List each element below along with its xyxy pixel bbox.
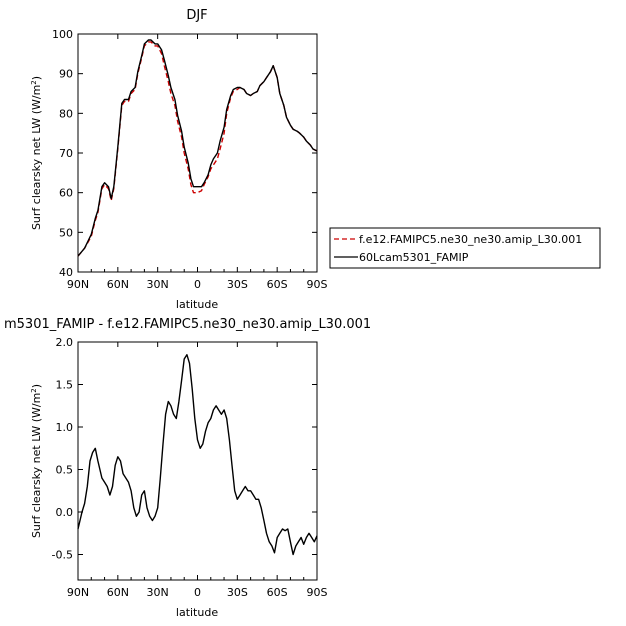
bottom-series-group: [77, 354, 318, 556]
bottom-chart-title: m5301_FAMIP - f.e12.FAMIPC5.ne30_ne30.am…: [4, 317, 371, 332]
x-tick-label: 90S: [307, 278, 328, 291]
y-tick-label: 100: [52, 28, 73, 41]
top-ticks-group: 90N 60N 30N 0 30S 60S 90S 40 50 60 70 80 90 100: [52, 28, 328, 291]
x-tick-label: 60N: [107, 278, 129, 291]
y-tick-label: 1.0: [56, 421, 74, 434]
y-tick-label: 40: [59, 266, 73, 279]
y-tick-label: 0.5: [56, 464, 74, 477]
y-tick-label: -0.5: [52, 549, 73, 562]
series-line-1: [77, 354, 318, 556]
y-tick-label: 90: [59, 68, 73, 81]
bottom-panel: m5301_FAMIP - f.e12.FAMIPC5.ne30_ne30.am…: [4, 317, 371, 619]
y-tick-label: 50: [59, 226, 73, 239]
x-tick-label: 30S: [227, 586, 248, 599]
y-tick-label: 70: [59, 147, 73, 160]
x-tick-label: 90N: [67, 278, 89, 291]
y-tick-label: 80: [59, 107, 73, 120]
bottom-plot-frame: [77, 341, 318, 581]
x-tick-label: 90S: [307, 586, 328, 599]
x-tick-label: 0: [194, 278, 201, 291]
x-tick-label: 60N: [107, 586, 129, 599]
y-tick-label: 0.0: [56, 506, 74, 519]
x-tick-label: 0: [194, 586, 201, 599]
y-tick-label: 1.5: [56, 379, 74, 392]
x-tick-label: 30N: [147, 278, 169, 291]
top-x-axis-label: latitude: [176, 298, 218, 311]
top-chart-title: DJF: [186, 8, 207, 23]
series-line-2: [77, 39, 318, 257]
x-tick-label: 30S: [227, 278, 248, 291]
top-y-axis-label: Surf clearsky net LW (W/m2): [30, 76, 43, 230]
bottom-x-axis-label: latitude: [176, 606, 218, 619]
x-tick-label: 30N: [147, 586, 169, 599]
bottom-ticks-group: 90N 60N 30N 0 30S 60S 90S -0.5 0.0 0.5 1.0 1.5 2.0: [52, 336, 328, 599]
series-line-1: [77, 41, 318, 257]
top-series-group: [77, 39, 318, 257]
x-tick-label: 60S: [267, 278, 288, 291]
y-tick-label: 2.0: [56, 336, 74, 349]
x-tick-label: 90N: [67, 586, 89, 599]
legend: f.e12.FAMIPC5.ne30_ne30.amip_L30.001 60L…: [329, 227, 601, 269]
legend-label-series-1: f.e12.FAMIPC5.ne30_ne30.amip_L30.001: [359, 233, 582, 246]
y-tick-label: 60: [59, 187, 73, 200]
x-tick-label: 60S: [267, 586, 288, 599]
top-panel: DJF 90N 60N 30N 0 30S 60S 90S 40 50 60 70 80 90 100 l…: [30, 8, 328, 311]
legend-box: [329, 227, 601, 269]
top-plot-frame: [77, 33, 318, 273]
legend-label-series-2: 60Lcam5301_FAMIP: [359, 251, 469, 264]
bottom-y-axis-label: Surf clearsky net LW (W/m2): [30, 384, 43, 538]
